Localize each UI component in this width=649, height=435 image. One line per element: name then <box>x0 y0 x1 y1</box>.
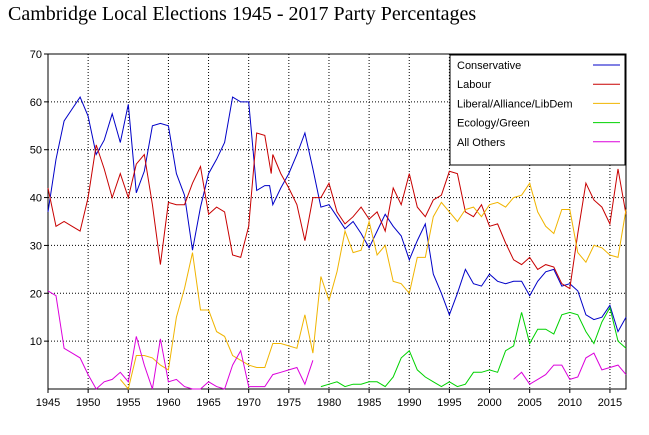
x-tick-label: 2010 <box>558 397 582 409</box>
x-tick-label: 1980 <box>317 397 341 409</box>
x-tick-label: 2005 <box>517 397 541 409</box>
x-tick-label: 1995 <box>437 397 461 409</box>
x-tick-label: 1985 <box>357 397 381 409</box>
legend-label: Conservative <box>457 60 521 72</box>
legend-label: Liberal/Alliance/LibDem <box>457 98 573 110</box>
x-tick-label: 1970 <box>236 397 260 409</box>
x-tick-label: 1990 <box>397 397 421 409</box>
x-tick-label: 1955 <box>116 397 140 409</box>
legend-label: All Others <box>457 137 506 149</box>
legend-label: Ecology/Green <box>457 118 530 130</box>
x-tick-label: 1960 <box>156 397 180 409</box>
y-tick-label: 70 <box>30 49 42 61</box>
y-tick-label: 60 <box>30 97 42 109</box>
y-tick-label: 20 <box>30 288 42 300</box>
y-tick-label: 30 <box>30 240 42 252</box>
series-line-ecology-green <box>320 306 627 388</box>
x-tick-label: 1965 <box>196 397 220 409</box>
x-tick-label: 1975 <box>277 397 301 409</box>
y-tick-label: 10 <box>30 336 42 348</box>
legend-label: Labour <box>457 79 492 91</box>
x-tick-label: 1950 <box>76 397 100 409</box>
x-tick-label: 2015 <box>598 397 622 409</box>
x-tick-label: 2000 <box>477 397 501 409</box>
series-line-all-others <box>47 290 314 390</box>
series-lines <box>47 96 627 391</box>
series-line-labour <box>47 132 627 290</box>
y-tick-label: 50 <box>30 145 42 157</box>
y-tick-label: 40 <box>30 193 42 205</box>
chart-title: Cambridge Local Elections 1945 - 2017 Pa… <box>8 3 477 25</box>
axes: 1945 1950 1955 1960 1965 1970 1975 1980 1985 1990… <box>30 49 622 409</box>
x-tick-label: 1945 <box>36 397 60 409</box>
legend-box <box>449 54 626 166</box>
plot-frame <box>47 53 627 390</box>
legend: Conservative Labour Liberal/Alliance/LibDe… <box>449 54 626 166</box>
series-line-liberal-alliance-libdem <box>119 182 627 391</box>
series-line-all-others-later <box>513 352 627 385</box>
